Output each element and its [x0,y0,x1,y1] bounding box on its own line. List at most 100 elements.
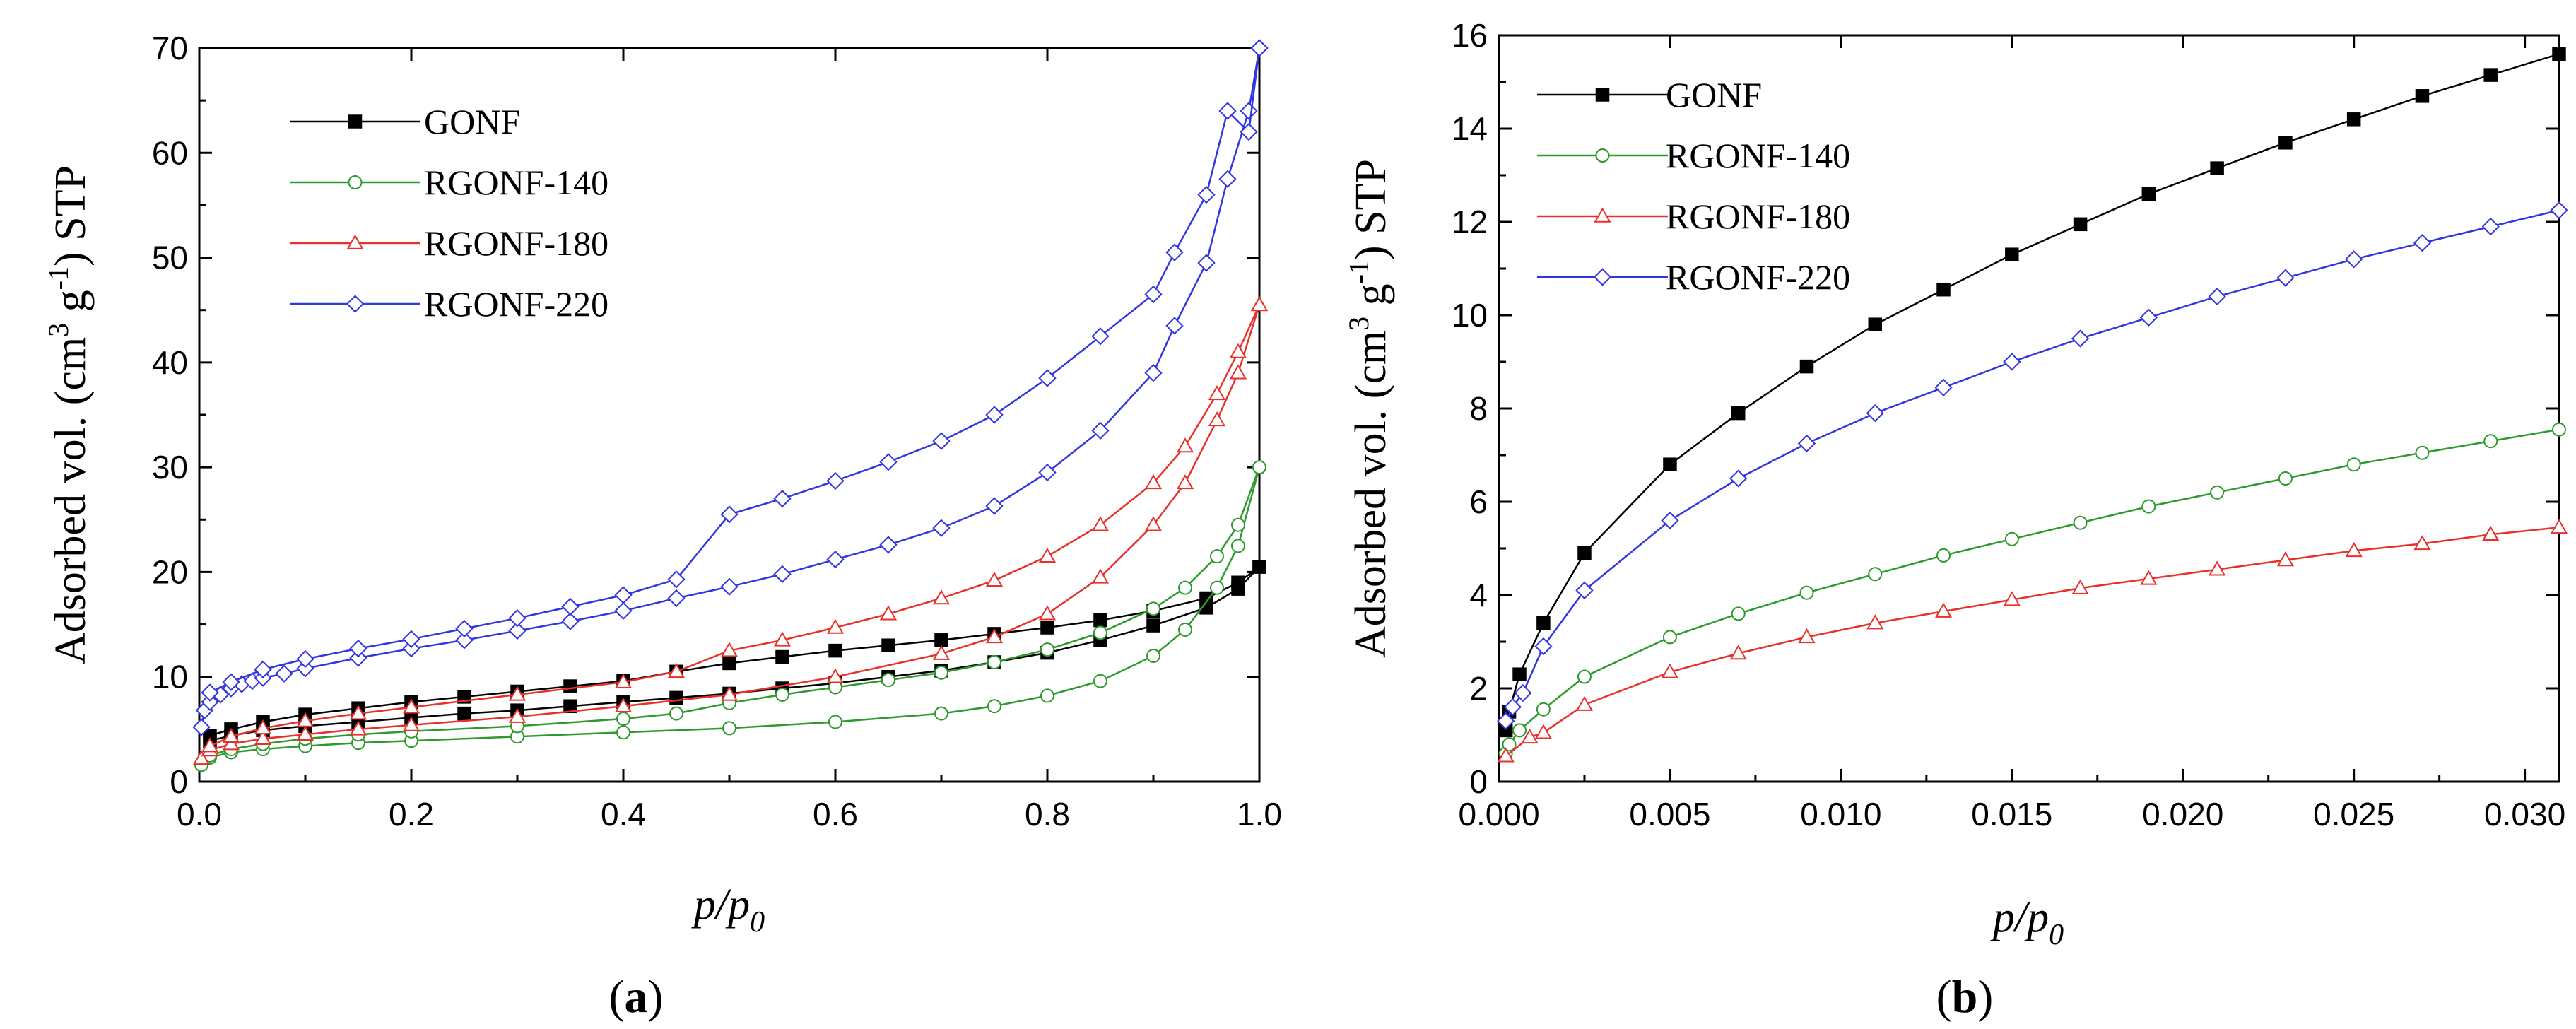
data-point-rgonf-140 [1231,539,1245,553]
data-point-rgonf-140 [1662,630,1677,645]
data-point-rgonf-180 [932,589,951,605]
data-point-rgonf-220 [932,432,951,450]
legend-label-rgonf-140: RGONF-140 [1666,136,1850,175]
data-point-rgonf-140 [1512,723,1527,738]
data-point-rgonf-180 [1575,695,1594,711]
data-point-rgonf-140 [1146,601,1160,616]
data-point-rgonf-140 [2278,471,2293,486]
y-tick-label: 12 [1452,204,1488,240]
data-point-rgonf-180 [1176,437,1194,453]
y-tick-label: 10 [1452,297,1488,334]
data-point-rgonf-140 [1040,688,1054,703]
data-point-rgonf-220 [667,570,686,589]
legend-marker-gonf [1595,88,1610,102]
data-point-rgonf-180 [1144,474,1163,490]
data-point-rgonf-180 [192,750,211,765]
data-point-rgonf-220 [275,664,293,683]
data-point-rgonf-180 [932,645,951,660]
data-point-rgonf-180 [1229,364,1247,380]
data-point-rgonf-140 [2210,485,2225,500]
data-point-rgonf-220 [1038,369,1057,387]
data-point-rgonf-180 [1208,384,1226,401]
data-point-rgonf-220 [402,640,420,658]
data-point-rgonf-220 [667,589,686,608]
data-point-rgonf-180 [1091,516,1110,531]
panel-label-a: (a) [609,971,664,1023]
data-point-rgonf-180 [2550,518,2568,534]
data-point-rgonf-220 [932,519,951,537]
data-point-rgonf-220 [1250,39,1269,57]
data-point-rgonf-180 [614,673,633,688]
data-point-rgonf-180 [222,735,240,751]
data-point-gonf [828,643,842,658]
x-tick-label: 0.030 [2484,796,2565,833]
data-point-gonf [1799,359,1814,374]
y-tick-label: 16 [1452,17,1488,54]
data-point-rgonf-220 [2276,269,2295,287]
data-point-rgonf-180 [826,668,845,683]
axes-ticks-a: 0.0 0.2 0.4 0.6 0.8 1.0 0 10 20 30 40 50 60 70 [152,30,1282,833]
data-point-rgonf-220 [508,609,527,628]
data-point-rgonf-220 [826,471,845,490]
data-point-rgonf-220 [879,536,898,554]
data-point-rgonf-180 [1038,547,1057,563]
data-point-rgonf-140 [881,673,895,688]
y-tick-label: 4 [1469,577,1488,613]
data-point-rgonf-220 [254,660,272,678]
data-point-rgonf-140 [1536,702,1551,717]
data-point-rgonf-220 [614,586,633,604]
data-point-rgonf-220 [1497,712,1515,730]
data-point-rgonf-220 [296,659,314,678]
data-point-gonf [722,656,736,671]
legend-label-rgonf-140: RGONF-140 [424,163,608,202]
series-line-rgonf-180-desorption [209,304,1261,747]
data-point-rgonf-140 [1936,548,1951,563]
data-point-gonf [934,633,948,647]
data-point-rgonf-220 [296,649,314,669]
x-tick-label: 0.000 [1458,796,1539,833]
data-point-rgonf-220 [1514,683,1532,702]
data-point-rgonf-220 [1503,698,1522,717]
data-point-rgonf-220 [201,683,219,702]
y-tick-label: 40 [152,344,188,381]
data-point-gonf [563,679,577,693]
data-point-rgonf-140 [775,687,789,702]
data-point-rgonf-180 [222,727,240,743]
series-group-a [192,39,1269,772]
data-point-rgonf-180 [2071,579,2089,594]
data-point-rgonf-220 [1866,404,1884,423]
data-point-rgonf-180 [614,697,633,712]
data-point-rgonf-180 [667,662,686,678]
x-tick-label: 0.015 [1971,796,2052,833]
panel-label-b: (b) [1936,971,1994,1023]
data-point-rgonf-220 [1240,102,1258,120]
data-point-gonf [1231,575,1245,590]
data-point-gonf [2415,89,2430,103]
data-point-rgonf-140 [2141,499,2156,514]
data-point-rgonf-220 [1534,637,1553,656]
data-point-rgonf-220 [2481,217,2500,236]
data-point-gonf [1663,457,1677,471]
data-point-rgonf-220 [2003,353,2021,371]
series-line-rgonf-140-desorption [209,466,1261,757]
data-point-rgonf-220 [1797,434,1816,453]
data-point-rgonf-220 [1661,511,1679,530]
data-point-rgonf-140 [2415,445,2430,460]
data-point-gonf [881,638,895,652]
data-point-rgonf-220 [455,619,474,638]
y-tick-label: 0 [1469,763,1488,800]
data-point-gonf [2346,112,2361,127]
data-point-gonf [2005,247,2019,261]
data-point-rgonf-220 [614,601,633,620]
data-point-rgonf-180 [349,705,367,720]
y-tick-label: 70 [152,30,188,66]
axes-ticks-b: 0.000 0.005 0.010 0.015 0.020 0.025 0.030 0 2 4 6 8… [1452,17,2565,833]
data-point-rgonf-140 [2073,515,2088,530]
x-tick-label: 0.2 [389,796,434,833]
data-point-rgonf-220 [985,497,1004,515]
y-tick-label: 50 [152,240,188,276]
data-point-rgonf-140 [1868,567,1883,582]
legend-label-rgonf-180: RGONF-180 [424,223,608,263]
data-point-rgonf-220 [1240,122,1258,141]
legend-a: GONF RGONF-140 RGONF-180 RGONF-220 [290,102,608,324]
